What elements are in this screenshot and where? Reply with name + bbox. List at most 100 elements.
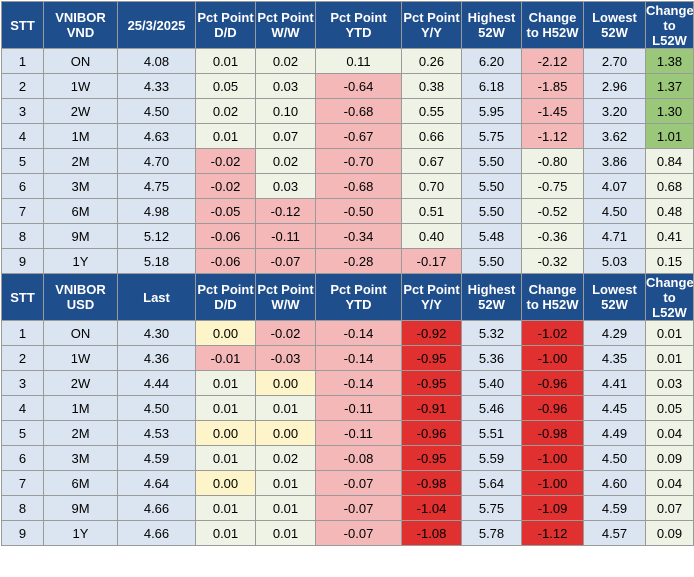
rate-cell: 4.75 <box>117 173 196 199</box>
change-low-cell: 0.07 <box>645 495 694 521</box>
change-low-cell: 1.37 <box>645 73 694 99</box>
rate-cell: 4.64 <box>117 470 196 496</box>
header-dd: Pct Point D/D <box>195 273 256 321</box>
ytd-cell: -0.50 <box>315 198 402 224</box>
change-low-cell: 0.09 <box>645 520 694 546</box>
high52w-cell: 5.75 <box>461 123 522 149</box>
table-row: 2 1W 4.33 0.05 0.03 -0.64 0.38 6.18 -1.85 2.96 1.3… <box>1 73 694 99</box>
ytd-cell: -0.07 <box>315 470 402 496</box>
low52w-cell: 4.35 <box>583 345 646 371</box>
header-change-high: Change to H52W <box>521 273 584 321</box>
rate-cell: 4.66 <box>117 520 196 546</box>
header-low52w: Lowest 52W <box>583 273 646 321</box>
yy-cell: 0.55 <box>401 98 462 124</box>
dd-cell: -0.01 <box>195 345 256 371</box>
header-stt: STT <box>1 273 44 321</box>
rate-cell: 4.98 <box>117 198 196 224</box>
tenor-cell: 3M <box>43 445 118 471</box>
high52w-cell: 5.40 <box>461 370 522 396</box>
stt-cell: 2 <box>1 73 44 99</box>
change-high-cell: -1.12 <box>521 123 584 149</box>
low52w-cell: 4.59 <box>583 495 646 521</box>
rate-cell: 5.18 <box>117 248 196 274</box>
ww-cell: 0.03 <box>255 173 316 199</box>
change-low-cell: 0.04 <box>645 470 694 496</box>
yy-cell: -0.17 <box>401 248 462 274</box>
rate-cell: 4.30 <box>117 320 196 346</box>
table-row: 5 2M 4.53 0.00 0.00 -0.11 -0.96 5.51 -0.98 4.49 0.… <box>1 420 694 446</box>
yy-cell: -0.95 <box>401 370 462 396</box>
table-row: 4 1M 4.63 0.01 0.07 -0.67 0.66 5.75 -1.12 3.62 1.0… <box>1 123 694 149</box>
dd-cell: 0.01 <box>195 445 256 471</box>
stt-cell: 6 <box>1 173 44 199</box>
stt-cell: 4 <box>1 395 44 421</box>
ytd-cell: -0.14 <box>315 345 402 371</box>
header-stt: STT <box>1 1 44 49</box>
tenor-cell: 2W <box>43 98 118 124</box>
low52w-cell: 4.45 <box>583 395 646 421</box>
ww-cell: 0.02 <box>255 445 316 471</box>
change-high-cell: -1.02 <box>521 320 584 346</box>
high52w-cell: 5.50 <box>461 148 522 174</box>
ww-cell: 0.01 <box>255 495 316 521</box>
tenor-cell: ON <box>43 48 118 74</box>
high52w-cell: 5.50 <box>461 173 522 199</box>
table-row: 2 1W 4.36 -0.01 -0.03 -0.14 -0.95 5.36 -1.00 4.35… <box>1 345 694 371</box>
change-high-cell: -2.12 <box>521 48 584 74</box>
high52w-cell: 5.51 <box>461 420 522 446</box>
tenor-cell: ON <box>43 320 118 346</box>
low52w-cell: 4.07 <box>583 173 646 199</box>
stt-cell: 5 <box>1 148 44 174</box>
low52w-cell: 2.70 <box>583 48 646 74</box>
table-row: 8 9M 4.66 0.01 0.01 -0.07 -1.04 5.75 -1.09 4.59 0.… <box>1 495 694 521</box>
dd-cell: 0.01 <box>195 48 256 74</box>
high52w-cell: 6.20 <box>461 48 522 74</box>
change-high-cell: -1.00 <box>521 445 584 471</box>
tenor-cell: 1W <box>43 73 118 99</box>
ytd-cell: -0.11 <box>315 420 402 446</box>
yy-cell: -0.98 <box>401 470 462 496</box>
ytd-cell: -0.67 <box>315 123 402 149</box>
ww-cell: 0.07 <box>255 123 316 149</box>
header-rate: Last <box>117 273 196 321</box>
table-body: STT VNIBOR VND 25/3/2025 Pct Point D/D Pct P… <box>1 1 694 546</box>
high52w-cell: 5.36 <box>461 345 522 371</box>
low52w-cell: 3.20 <box>583 98 646 124</box>
tenor-cell: 1W <box>43 345 118 371</box>
yy-cell: -0.92 <box>401 320 462 346</box>
change-low-cell: 0.41 <box>645 223 694 249</box>
usd-header-row: STT VNIBOR USD Last Pct Point D/D Pct Point … <box>1 273 694 321</box>
tenor-cell: 2M <box>43 420 118 446</box>
change-low-cell: 0.48 <box>645 198 694 224</box>
stt-cell: 3 <box>1 370 44 396</box>
dd-cell: 0.01 <box>195 395 256 421</box>
stt-cell: 7 <box>1 198 44 224</box>
tenor-cell: 6M <box>43 470 118 496</box>
stt-cell: 2 <box>1 345 44 371</box>
ytd-cell: -0.70 <box>315 148 402 174</box>
ytd-cell: -0.28 <box>315 248 402 274</box>
low52w-cell: 4.29 <box>583 320 646 346</box>
header-change-low: Change to L52W <box>645 1 694 49</box>
rate-cell: 4.70 <box>117 148 196 174</box>
stt-cell: 8 <box>1 495 44 521</box>
change-low-cell: 0.05 <box>645 395 694 421</box>
table-row: 3 2W 4.50 0.02 0.10 -0.68 0.55 5.95 -1.45 3.20 1.3… <box>1 98 694 124</box>
dd-cell: -0.06 <box>195 248 256 274</box>
change-high-cell: -1.09 <box>521 495 584 521</box>
tenor-cell: 2W <box>43 370 118 396</box>
change-high-cell: -1.00 <box>521 470 584 496</box>
dd-cell: 0.01 <box>195 370 256 396</box>
yy-cell: -0.95 <box>401 345 462 371</box>
table-row: 9 1Y 5.18 -0.06 -0.07 -0.28 -0.17 5.50 -0.32 5.03… <box>1 248 694 274</box>
rate-cell: 4.33 <box>117 73 196 99</box>
header-ytd: Pct Point YTD <box>315 273 402 321</box>
ww-cell: 0.00 <box>255 370 316 396</box>
rate-cell: 4.66 <box>117 495 196 521</box>
ytd-cell: -0.64 <box>315 73 402 99</box>
table-row: 6 3M 4.75 -0.02 0.03 -0.68 0.70 5.50 -0.75 4.07 0.… <box>1 173 694 199</box>
high52w-cell: 5.78 <box>461 520 522 546</box>
ytd-cell: -0.07 <box>315 520 402 546</box>
dd-cell: -0.05 <box>195 198 256 224</box>
change-high-cell: -0.80 <box>521 148 584 174</box>
